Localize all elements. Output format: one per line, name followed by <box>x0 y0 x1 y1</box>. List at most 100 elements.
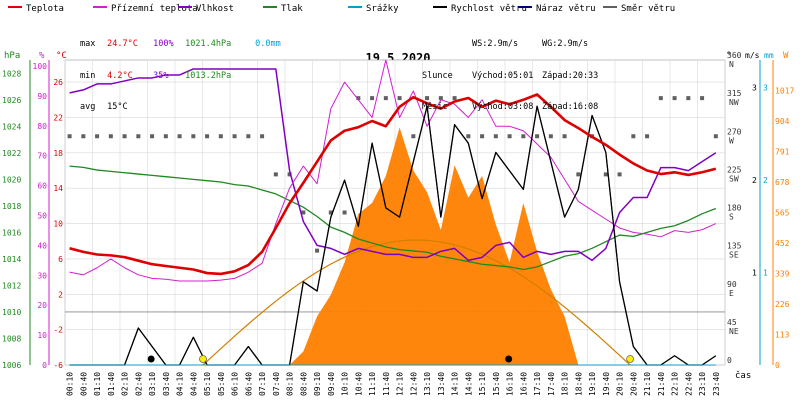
stats-max-hum: 100% <box>153 39 174 49</box>
tick-dir-1: 45 <box>727 318 737 327</box>
dir-marker-25 <box>411 134 416 139</box>
dir-marker-19 <box>328 210 333 215</box>
tick-temp-8: 26 <box>53 78 63 87</box>
ws-value: WS:2.9m/s <box>472 39 519 49</box>
tick-temp-3: 6 <box>58 255 63 264</box>
tick-x-23: 11:40 <box>382 372 391 396</box>
tick-x-12: 06:10 <box>231 372 240 396</box>
dir-marker-33 <box>521 134 526 139</box>
dir-marker-14 <box>260 134 265 139</box>
tick-dir-2: 90 <box>727 280 737 289</box>
tick-hpa-5: 1016 <box>2 228 21 237</box>
tick-x-2: 01:10 <box>93 372 102 396</box>
tick-dir-3: 135 <box>727 242 742 251</box>
stats-avg-label: avg <box>80 102 96 112</box>
dir-marker-26 <box>425 96 430 101</box>
tick-x-47: 23:40 <box>712 372 721 396</box>
stats-max-temp: 24.7°C <box>107 39 138 49</box>
dir-marker-21 <box>356 96 361 101</box>
tick-temp-6: 18 <box>53 149 63 158</box>
tick-dir-dir-5: SW <box>729 174 739 183</box>
tick-wind-0: 1 <box>752 269 757 278</box>
legend-label-7: Směr větru <box>621 4 675 14</box>
legend-label-5: Rychlost větru <box>451 4 527 14</box>
tick-x-43: 21:40 <box>657 372 666 396</box>
tick-x-17: 08:40 <box>299 372 308 396</box>
tick-pct-3: 30 <box>37 271 47 280</box>
legend-label-1: Přízemní teplota <box>111 4 198 14</box>
tick-x-9: 04:40 <box>189 372 198 396</box>
dir-marker-34 <box>535 134 540 139</box>
tick-hpa-6: 1018 <box>2 202 21 211</box>
tick-x-13: 06:40 <box>244 372 253 396</box>
tick-dir-dir-7: NW <box>729 98 739 107</box>
tick-x-41: 20:40 <box>629 372 638 396</box>
stats-max-press: 1021.4hPa <box>185 39 232 49</box>
tick-pct-0: 0 <box>42 361 47 370</box>
tick-temp-7: 22 <box>53 113 63 122</box>
tick-dir-0: 0 <box>727 356 732 365</box>
dir-marker-3 <box>108 134 113 139</box>
dir-marker-22 <box>370 96 375 101</box>
dir-marker-13 <box>246 134 251 139</box>
tick-solar-2: 226 <box>775 300 790 309</box>
stats-min-label: min <box>80 70 96 81</box>
stats-min-hum: 35% <box>153 70 169 81</box>
tick-solar-7: 791 <box>775 148 790 157</box>
tick-x-46: 23:10 <box>698 372 707 396</box>
dir-marker-37 <box>576 172 581 177</box>
tick-x-0: 00:10 <box>66 372 75 396</box>
tick-x-4: 02:10 <box>121 372 130 396</box>
dir-marker-15 <box>273 172 278 177</box>
tick-rain-2: 3 <box>763 84 768 93</box>
tick-x-1: 00:40 <box>79 372 88 396</box>
tick-temp-1: -2 <box>53 326 63 335</box>
dir-marker-24 <box>397 96 402 101</box>
tick-wind-2: 3 <box>752 84 757 93</box>
dir-marker-36 <box>562 134 567 139</box>
tick-hpa-0: 1006 <box>2 361 21 370</box>
sunrise-time: Východ:05:01 <box>472 70 534 81</box>
tick-x-10: 05:10 <box>203 372 212 396</box>
dir-marker-4 <box>122 134 127 139</box>
wg-value: WG:2.9m/s <box>542 39 589 49</box>
tick-temp-5: 14 <box>53 184 63 193</box>
stats-max-rain: 0.0mm <box>255 39 281 49</box>
stats-min-temp: 4.2°C <box>107 70 133 81</box>
tick-solar-3: 339 <box>775 270 790 279</box>
moon-label: Měsíc <box>422 102 448 112</box>
axis-label-solar: W <box>783 51 789 61</box>
tick-solar-6: 678 <box>775 178 790 187</box>
dir-marker-17 <box>301 210 306 215</box>
tick-x-24: 12:10 <box>396 372 405 396</box>
sunrise-marker <box>199 355 207 363</box>
tick-hpa-9: 1024 <box>2 122 21 131</box>
dir-marker-16 <box>287 172 292 177</box>
tick-x-36: 18:10 <box>561 372 570 396</box>
dir-marker-30 <box>480 134 485 139</box>
tick-temp-4: 10 <box>53 220 63 229</box>
tick-pct-7: 70 <box>37 152 47 161</box>
tick-x-18: 09:10 <box>313 372 322 396</box>
stats-min-press: 1013.2hPa <box>185 70 232 81</box>
legend-label-2: Vlhkost <box>196 4 234 14</box>
tick-dir-6: 270 <box>727 127 742 136</box>
tick-hpa-7: 1020 <box>2 175 21 184</box>
tick-wind-1: 2 <box>752 176 757 185</box>
tick-pct-4: 40 <box>37 241 47 250</box>
tick-solar-1: 113 <box>775 331 790 340</box>
tick-x-45: 22:40 <box>684 372 693 396</box>
dir-marker-23 <box>383 96 388 101</box>
tick-x-14: 07:10 <box>258 372 267 396</box>
stats-avg-temp: 15°C <box>107 102 128 112</box>
dir-marker-10 <box>205 134 210 139</box>
tick-x-38: 19:10 <box>588 372 597 396</box>
dir-marker-35 <box>548 134 553 139</box>
dir-marker-44 <box>672 96 677 101</box>
tick-x-6: 03:10 <box>148 372 157 396</box>
tick-x-21: 10:40 <box>354 372 363 396</box>
tick-dir-8: 360 <box>727 51 742 60</box>
tick-dir-dir-3: SE <box>729 251 739 260</box>
tick-x-33: 16:40 <box>519 372 528 396</box>
